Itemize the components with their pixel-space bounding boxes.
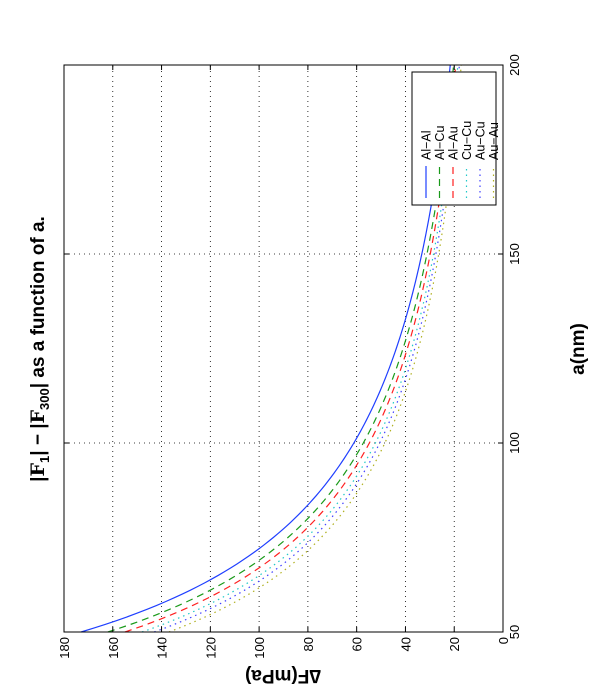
title-F300: F [27,409,49,423]
plot-frame [63,64,504,633]
title-middle: | − | [28,423,49,455]
legend-label: Al−Au [447,126,461,160]
x-tick-label: 150 [507,243,522,265]
y-tick-label: 120 [203,637,218,659]
y-tick-label: 0 [496,637,511,644]
legend-label: Au−Cu [474,121,488,160]
legend: Al−Al Al−Cu Al−Au Cu−Cu Au−Cu Au−Au [411,71,501,206]
x-axis-ticks: 50 100 150 200 [64,54,522,639]
chart-title: |F1| − |F300| as a function of a. [27,216,52,482]
y-tick-label: 160 [106,637,121,659]
title-sub-1: 1 [37,456,52,463]
legend-label: Au−Au [487,122,501,160]
y-tick-label: 20 [447,637,462,651]
y-tick-label: 140 [155,637,170,659]
y-tick-label: 180 [57,637,72,659]
y-tick-label: 100 [252,637,267,659]
title-sub-300: 300 [37,388,52,410]
y-tick-label: 40 [398,637,413,651]
legend-label: Al−Al [420,130,434,160]
title-bar-left: | [28,477,49,482]
y-axis-label: ∆F(mPa) [245,665,321,686]
plot-area [64,65,503,632]
series-line [107,64,455,633]
legend-label: Al−Cu [433,126,447,160]
legend-box [411,71,497,206]
x-tick-label: 200 [507,54,522,76]
y-tick-label: 60 [350,637,365,651]
y-tick-label: 80 [301,637,316,651]
title-F1: F [27,463,49,477]
x-tick-label: 100 [507,432,522,454]
legend-label: Cu−Cu [460,121,474,160]
title-tail: | as a function of a. [28,216,49,388]
x-axis-label: a(nm) [568,323,589,375]
x-tick-label: 50 [507,625,522,639]
y-axis-ticks: 0 20 40 60 80 100 120 140 160 180 [57,65,511,659]
